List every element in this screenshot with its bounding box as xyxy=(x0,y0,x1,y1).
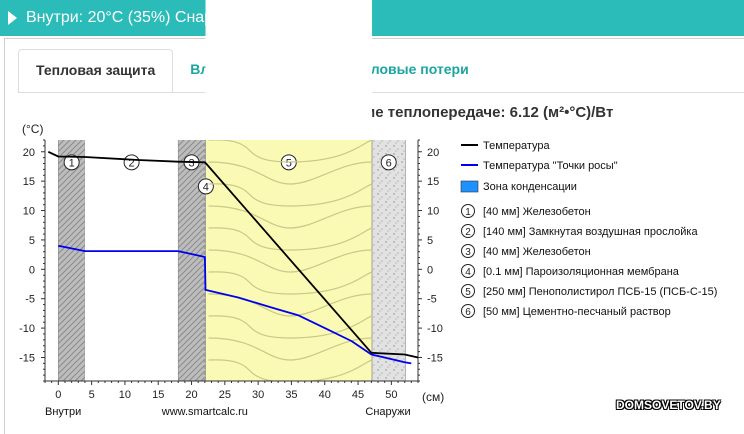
watermark: DOMSOVETOV.BY xyxy=(616,398,721,412)
y-tick-label-right: 0 xyxy=(427,264,433,276)
legend-layer-number: 1 xyxy=(465,207,471,218)
layer-2 xyxy=(84,140,179,381)
legend-layer-label: [250 мм] Пенополистирол ПСБ-15 (ПСБ-С-15… xyxy=(483,286,717,298)
legend-layer-number: 3 xyxy=(465,247,471,258)
x-tick-label: 45 xyxy=(352,389,364,401)
y-tick-label-right: 10 xyxy=(427,206,439,218)
tab-heat-loss[interactable]: Тепловые потери xyxy=(346,61,469,77)
layer-number-circle xyxy=(63,154,80,171)
layer-number: 5 xyxy=(286,157,292,169)
x-tick-label: 50 xyxy=(385,389,397,401)
x-tick-label: 0 xyxy=(55,389,61,401)
mask xyxy=(205,0,373,140)
x-center-label: www.smartcalc.ru xyxy=(161,406,248,418)
legend-zone-swatch xyxy=(460,180,479,193)
layer-number: 3 xyxy=(188,157,194,169)
insulation-wave xyxy=(208,183,373,207)
series-lines xyxy=(47,150,419,365)
legend-layer-number: 6 xyxy=(465,307,471,318)
x-tick-label: 25 xyxy=(219,389,231,401)
x-tick-label: 20 xyxy=(185,389,197,401)
insulation-wave xyxy=(208,205,373,229)
y-tick-label-left: 10 xyxy=(23,206,35,218)
y-tick-label-right: 5 xyxy=(427,235,433,247)
layer-number-circle xyxy=(380,154,397,171)
x-axis-label: (см) xyxy=(422,390,444,404)
x-tick-label: 15 xyxy=(152,389,164,401)
legend-layer-number: 2 xyxy=(465,227,471,238)
legend-layer-label: [40 мм] Железобетон xyxy=(483,246,591,258)
tab-thermal-protection[interactable]: Тепловая защита xyxy=(18,49,174,93)
legend-layer-circle xyxy=(461,304,475,318)
legend-layer-label: [40 мм] Железобетон xyxy=(483,206,591,218)
layer-number-circle xyxy=(197,178,214,195)
y-tick-label-right: -10 xyxy=(427,323,443,335)
y-tick-label-right: 20 xyxy=(427,147,439,159)
y-tick-label-right: 15 xyxy=(427,176,439,188)
y-tick-label-left: 0 xyxy=(29,264,35,276)
legend-zone-label: Зона конденсации xyxy=(483,181,577,193)
x-right-label: Снаружи xyxy=(365,406,410,418)
y-tick-label-left: 20 xyxy=(23,147,35,159)
y-tick-label-left: -10 xyxy=(19,323,35,335)
tab-underline xyxy=(18,92,744,93)
insulation-wave xyxy=(208,227,373,251)
legend-layer-label: [0.1 мм] Пароизоляционная мембрана xyxy=(483,266,680,278)
series-line-1 xyxy=(58,244,412,365)
insulation-wave xyxy=(208,315,373,339)
y-tick-label-left: 15 xyxy=(23,176,35,188)
legend-layer-number: 4 xyxy=(465,267,471,278)
wall-layers: 1 2 34 5 6 xyxy=(58,140,406,381)
layer-number: 1 xyxy=(69,157,75,169)
content-panel xyxy=(4,38,744,434)
x-tick-label: 35 xyxy=(285,389,297,401)
layer-number: 4 xyxy=(203,181,209,193)
caret-right-icon xyxy=(8,11,17,25)
layer-6 xyxy=(372,140,406,381)
mask xyxy=(205,381,373,434)
y-tick-label-left: 5 xyxy=(29,235,35,247)
legend-layer-label: [50 мм] Цементно-песчаный раствор xyxy=(483,306,671,318)
legend-layer-number: 5 xyxy=(465,287,471,298)
y-axis-label: (°C) xyxy=(22,122,43,136)
layer-1 xyxy=(58,140,85,381)
legend: Температура Температура "Точки росы" Зона … xyxy=(460,140,717,318)
insulation-waves xyxy=(205,0,373,434)
layer-3 xyxy=(178,140,205,381)
y-tick-label-right: -5 xyxy=(427,294,437,306)
legend-layer-circle xyxy=(461,244,475,258)
series-line-0 xyxy=(47,150,419,359)
x-tick-label: 5 xyxy=(89,389,95,401)
legend-layer-circle xyxy=(461,284,475,298)
legend-layer-circle xyxy=(461,224,475,238)
legend-label-0: Температура xyxy=(483,140,551,152)
legend-layer-label: [140 мм] Замкнутая воздушная прослойка xyxy=(483,226,698,238)
layer-5 xyxy=(205,140,373,381)
insulation-wave xyxy=(208,249,373,273)
insulation-wave xyxy=(208,139,373,163)
x-left-label: Внутри xyxy=(45,406,81,418)
layer-number: 6 xyxy=(386,157,392,169)
insulation-wave xyxy=(208,337,373,361)
legend-layer-circle xyxy=(461,264,475,278)
insulation-wave xyxy=(208,161,373,185)
layer-number: 2 xyxy=(129,157,135,169)
legend-layer-circle xyxy=(461,204,475,218)
y-tick-label-left: -5 xyxy=(25,294,35,306)
x-tick-label: 40 xyxy=(319,389,331,401)
legend-label-1: Температура "Точки росы" xyxy=(483,160,618,172)
x-tick-label: 30 xyxy=(252,389,264,401)
insulation-wave xyxy=(208,271,373,295)
y-tick-label-right: -15 xyxy=(427,352,443,364)
x-tick-label: 10 xyxy=(119,389,131,401)
y-tick-label-left: -15 xyxy=(19,352,35,364)
